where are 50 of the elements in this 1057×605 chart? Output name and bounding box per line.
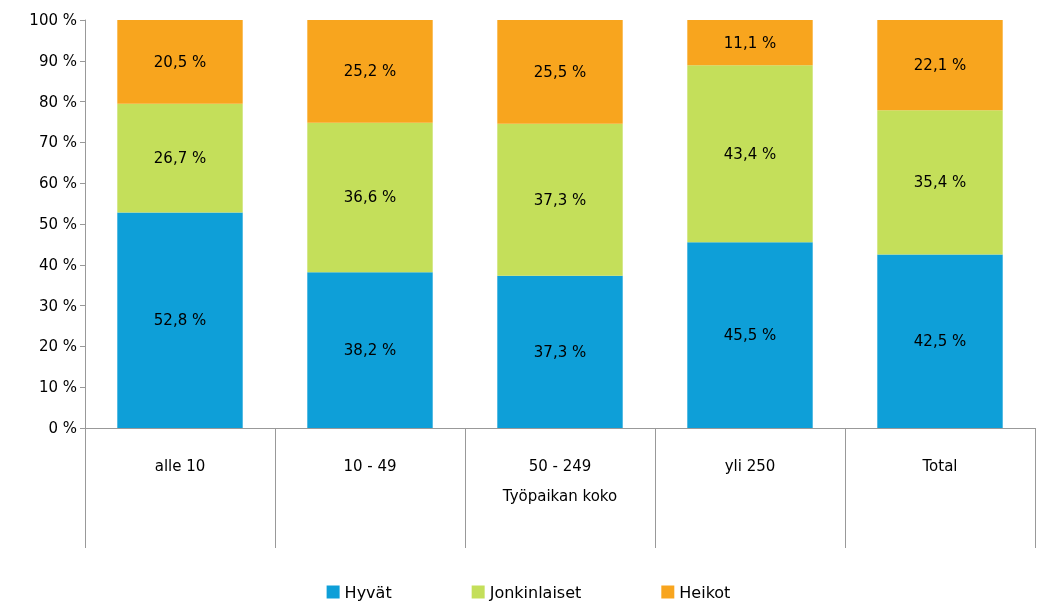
bar: [307, 20, 433, 123]
data-label: 42,5 %: [913, 332, 967, 351]
bar: [687, 242, 813, 428]
y-tick-label: 90 %: [38, 51, 77, 70]
data-label: 45,5 %: [723, 326, 777, 345]
data-label: 26,7 %: [153, 149, 207, 168]
y-tick-label: 100 %: [29, 11, 77, 29]
y-tick-label: 40 %: [38, 255, 77, 274]
x-tick-label: yli 250: [724, 456, 776, 475]
data-label: 35,4 %: [913, 173, 967, 192]
data-label: 52,8 %: [153, 311, 207, 330]
data-label: 36,6 %: [343, 188, 397, 207]
y-tick-label: 70 %: [38, 133, 77, 152]
data-label: 25,2 %: [343, 62, 397, 81]
bar: [117, 212, 243, 428]
x-axis-title: Työpaikan koko: [501, 486, 618, 505]
data-label: 38,2 %: [343, 341, 397, 360]
bar: [497, 20, 623, 124]
data-label: 37,3 %: [533, 342, 587, 361]
y-tick-label: 0 %: [48, 419, 77, 437]
y-tick-label: 30 %: [38, 296, 77, 315]
legend-label: Heikot: [679, 582, 731, 602]
bar: [307, 122, 433, 273]
bar: [307, 272, 433, 428]
y-tick-label: 10 %: [38, 378, 77, 397]
data-label: 25,5 %: [533, 62, 587, 81]
data-label: 22,1 %: [913, 56, 967, 75]
y-tick-label: 20 %: [38, 337, 77, 356]
data-label: 43,4 %: [723, 144, 777, 163]
bar: [687, 65, 813, 243]
bar: [497, 123, 623, 276]
data-label: 11,1 %: [723, 33, 777, 52]
x-tick-label: 10 - 49: [343, 456, 397, 475]
y-tick-label: 60 %: [38, 174, 77, 193]
x-tick-label: Total: [921, 456, 958, 475]
bar: [117, 20, 243, 104]
x-tick-label: 50 - 249: [528, 456, 592, 475]
bar: [877, 110, 1003, 255]
bar: [117, 103, 243, 213]
bar: [877, 254, 1003, 428]
legend-label: Jonkinlaiset: [488, 582, 582, 602]
bar: [687, 20, 813, 66]
legend-label: Hyvät: [344, 582, 392, 602]
y-tick-label: 50 %: [38, 215, 77, 233]
x-tick-label: alle 10: [154, 456, 206, 475]
data-label: 20,5 %: [153, 52, 207, 71]
bar: [877, 20, 1003, 111]
data-label: 37,3 %: [533, 190, 587, 209]
bar: [497, 275, 623, 428]
y-tick-label: 80 %: [38, 92, 77, 111]
